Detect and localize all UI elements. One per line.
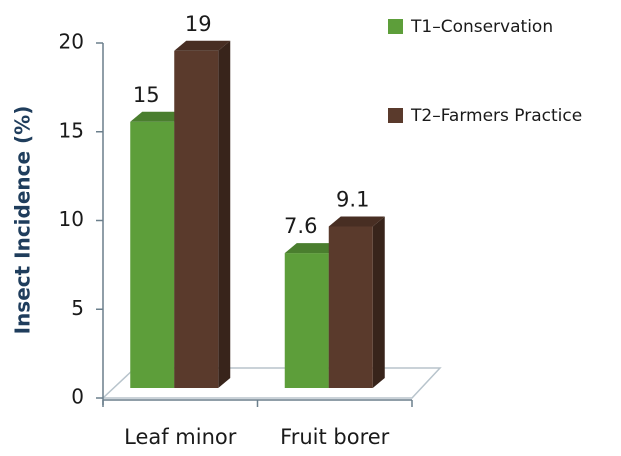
- data-label: 15: [133, 83, 160, 107]
- y-tick-label: 15: [59, 118, 84, 142]
- bar-side: [372, 216, 385, 388]
- legend-swatch: [388, 108, 403, 123]
- data-label: 19: [185, 12, 212, 36]
- y-tick-label: 20: [59, 30, 84, 54]
- bar: [328, 226, 373, 388]
- floor: [101, 367, 442, 399]
- x-tick-label: Leaf minor: [124, 425, 237, 449]
- data-label: 7.6: [284, 214, 317, 238]
- legend-label: T2–Farmers Practice: [410, 106, 582, 126]
- bar-top: [174, 40, 231, 51]
- legend-swatch: [388, 19, 403, 34]
- bar: [284, 253, 329, 388]
- bar-top: [130, 111, 187, 122]
- y-tick-label: 0: [71, 385, 84, 409]
- y-tick-label: 10: [59, 207, 84, 231]
- x-tick-label: Fruit borer: [280, 425, 390, 449]
- y-axis-label: Insect Incidence (%): [11, 106, 35, 335]
- data-label: 9.1: [336, 187, 369, 211]
- bar-top: [284, 243, 341, 254]
- bar: [174, 50, 219, 388]
- bar: [130, 121, 175, 388]
- legend-label: T1–Conservation: [410, 17, 553, 37]
- bar-side: [218, 40, 231, 388]
- bar-top: [328, 216, 385, 227]
- y-tick-label: 5: [71, 296, 84, 320]
